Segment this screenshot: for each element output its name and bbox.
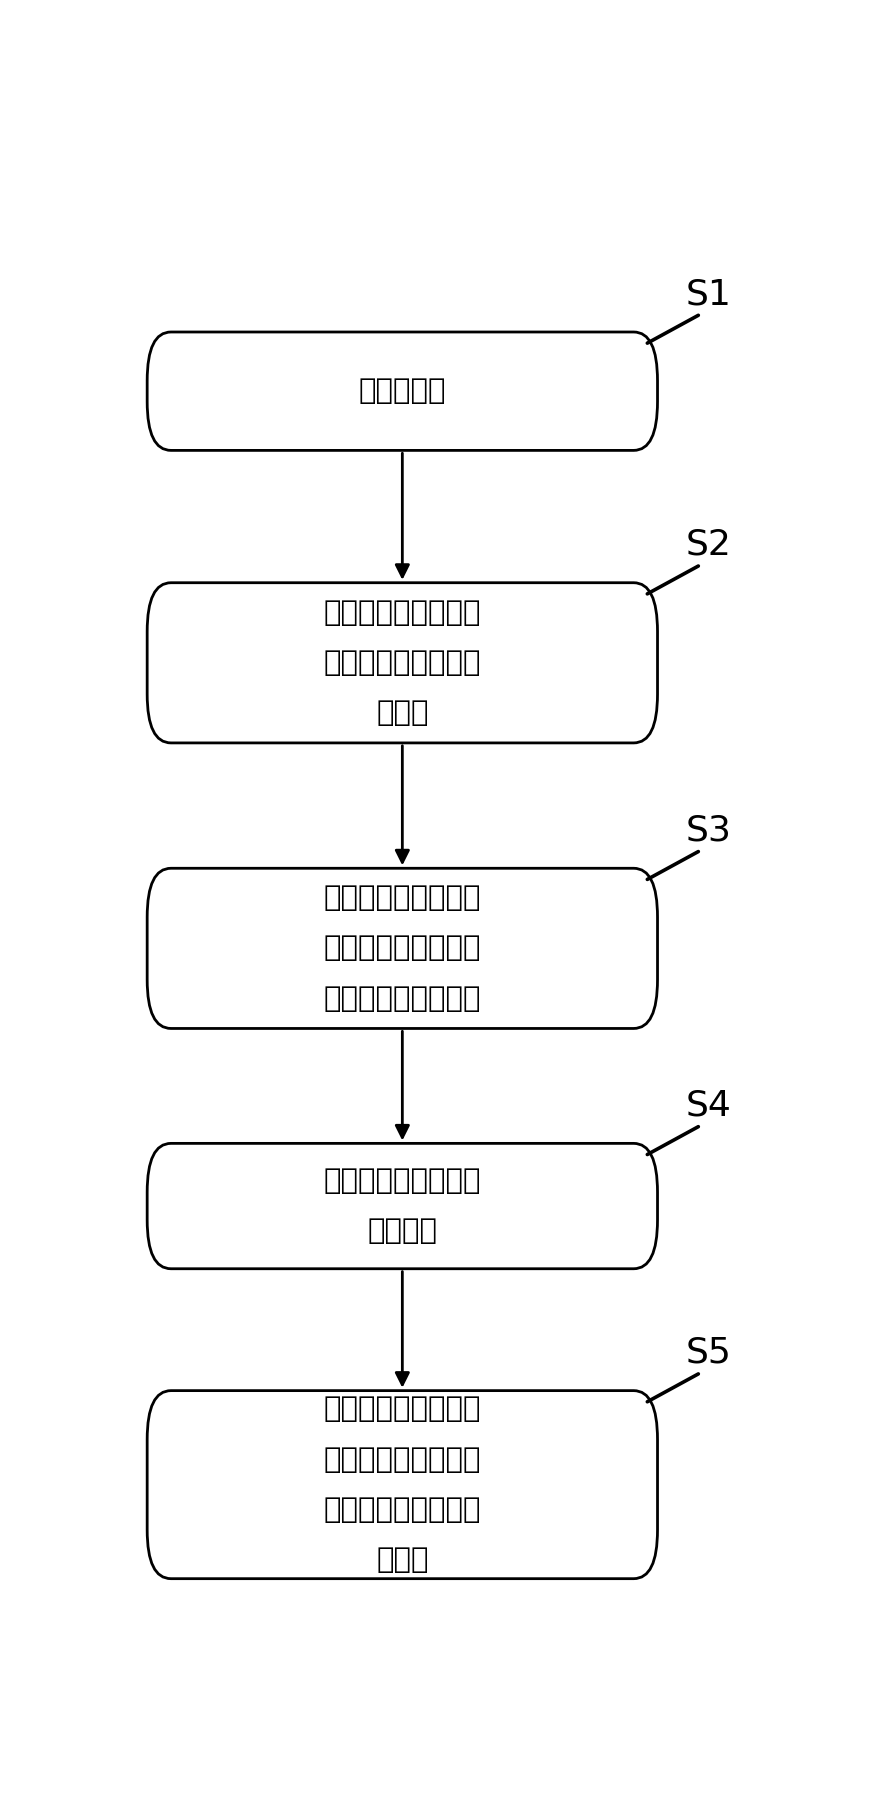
Text: 道数据: 道数据	[375, 1547, 428, 1574]
Text: S1: S1	[685, 277, 731, 311]
Text: S2: S2	[685, 528, 731, 563]
FancyBboxPatch shape	[147, 333, 657, 450]
FancyBboxPatch shape	[147, 1391, 657, 1579]
FancyBboxPatch shape	[147, 582, 657, 743]
Text: S3: S3	[685, 814, 731, 847]
Text: 于待抽取方位角内的: 于待抽取方位角内的	[324, 1445, 481, 1474]
Text: 述坐标系: 述坐标系	[367, 1217, 437, 1245]
Text: 在所述坐标系内建立: 在所述坐标系内建立	[324, 599, 481, 626]
Text: 遍历所述索引获取位: 遍历所述索引获取位	[324, 1395, 481, 1424]
Text: 基于预定规则排布的: 基于预定规则排布的	[324, 649, 481, 677]
Text: 统计点所存储的地震: 统计点所存储的地震	[324, 1496, 481, 1523]
Text: 建立坐标系: 建立坐标系	[358, 378, 446, 405]
FancyBboxPatch shape	[147, 868, 657, 1029]
Text: 角内的统计点的索引: 角内的统计点的索引	[324, 984, 481, 1013]
Text: 建立位于待抽取方位: 建立位于待抽取方位	[324, 935, 481, 962]
Text: 确定待抽取方位角并: 确定待抽取方位角并	[324, 885, 481, 912]
FancyBboxPatch shape	[147, 1143, 657, 1268]
Text: 将地震数据映射至所: 将地震数据映射至所	[324, 1167, 481, 1196]
Text: 统计点: 统计点	[375, 698, 428, 727]
Text: S5: S5	[685, 1335, 731, 1369]
Text: S4: S4	[685, 1089, 731, 1122]
